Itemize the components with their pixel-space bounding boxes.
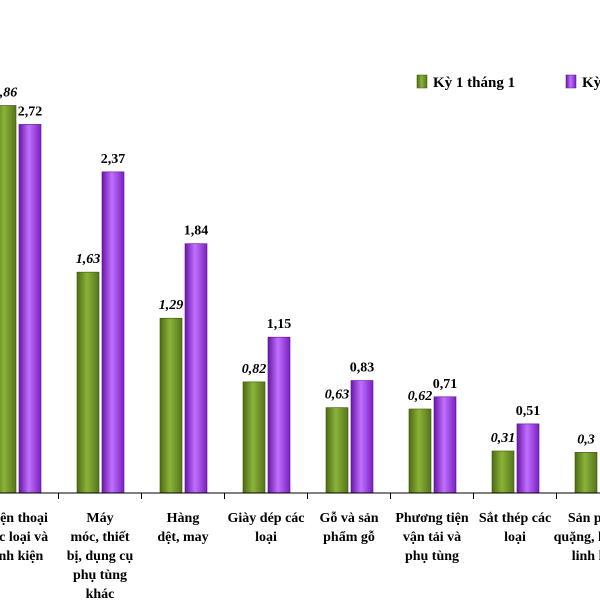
category-label-2-line-1: Máy [86, 511, 113, 526]
value-label-series1-cat3: 1,29 [159, 298, 184, 313]
value-label-series2-cat4: 1,15 [267, 317, 292, 332]
category-labels-layer: Điện thoại các loại và linh kiện Máy móc, th… [0, 510, 600, 600]
legend: Kỳ 1 tháng 1 Kỳ [416, 74, 600, 91]
value-label-series1-cat8: 0,3 [577, 432, 595, 447]
category-label-4-line-1: Giày dép các [228, 511, 305, 526]
category-label-6: Phương tiện vận tải và phụ tùng [395, 511, 469, 564]
bar-series1-cat8 [574, 452, 598, 494]
category-label-6-line-3: phụ tùng [405, 549, 459, 564]
category-label-3-line-1: Hàng [167, 511, 200, 526]
bar-series2-cat4 [267, 336, 291, 494]
value-label-series2-cat7: 0,51 [516, 404, 541, 419]
category-label-7-line-1: Sắt thép các [479, 511, 551, 526]
axis-layer [0, 492, 600, 499]
value-label-series1-cat2: 1,63 [76, 252, 101, 267]
category-label-5-line-2: phẩm gỗ [323, 529, 375, 545]
category-label-8-line-1: Sản phẩm [568, 511, 600, 526]
category-label-2: Máy móc, thiết bị, dụng cụ phụ tùng khác [67, 511, 134, 600]
bar-series1-cat6 [408, 408, 432, 494]
legend-swatch-series1 [416, 74, 428, 89]
category-label-3-line-2: dệt, may [157, 530, 208, 545]
category-label-6-line-2: vận tải và [403, 530, 461, 545]
bar-series1-cat2 [76, 271, 100, 494]
category-label-7: Sắt thép các loại [479, 511, 551, 545]
bar-series1-cat3 [159, 317, 183, 494]
bar-series2-cat1 [18, 124, 42, 494]
category-label-4-line-2: loại [255, 530, 277, 545]
value-label-series1-cat1: 2,86 [0, 85, 17, 100]
value-label-series2-cat6: 0,71 [433, 377, 458, 392]
category-label-1-line-3: linh kiện [0, 549, 43, 564]
category-label-2-line-2: móc, thiết [70, 530, 129, 545]
value-label-series1-cat5: 0,63 [325, 388, 350, 403]
category-label-6-line-1: Phương tiện [395, 511, 469, 526]
category-label-8: Sản phẩm quặng, khoáng linh kiện [554, 511, 600, 564]
bar-series2-cat2 [101, 171, 125, 494]
value-label-series1-cat4: 0,82 [242, 362, 267, 377]
bar-series2-cat5 [350, 380, 374, 494]
legend-label-series2: Kỳ [582, 75, 600, 91]
bar-series1-cat7 [491, 450, 515, 494]
category-label-2-line-3: bị, dụng cụ [67, 549, 134, 564]
value-label-series1-cat6: 0,62 [408, 389, 433, 404]
bar-series1-cat5 [325, 407, 349, 494]
category-label-1: Điện thoại các loại và linh kiện [0, 511, 48, 564]
category-label-5: Gỗ và sản phẩm gỗ [319, 510, 378, 545]
category-label-5-line-1: Gỗ và sản [319, 510, 378, 526]
bar-series2-cat3 [184, 243, 208, 494]
bars-layer [0, 105, 598, 494]
category-label-8-line-2: quặng, khoáng [554, 530, 600, 545]
bar-series2-cat6 [433, 396, 457, 494]
value-label-series2-cat2: 2,37 [101, 152, 126, 167]
category-label-4: Giày dép các loại [228, 511, 305, 545]
bar-series1-cat1 [0, 105, 17, 494]
value-label-series2-cat3: 1,84 [184, 224, 209, 239]
category-label-7-line-2: loại [504, 530, 526, 545]
bar-series2-cat7 [516, 423, 540, 494]
category-label-1-line-1: Điện thoại [0, 511, 48, 526]
legend-swatch-series2 [565, 74, 577, 89]
value-label-series1-cat7: 0,31 [491, 431, 516, 446]
value-labels-layer: 2,86 1,63 1,29 0,82 0,63 0,62 0,31 0,3 2,72 2,37 1… [0, 85, 595, 447]
value-label-series2-cat5: 0,83 [350, 361, 375, 376]
bar-series1-cat4 [242, 381, 266, 494]
category-label-8-line-3: linh kiện [572, 549, 600, 564]
category-label-2-line-5: khác [86, 587, 115, 600]
category-label-2-line-4: phụ tùng [73, 568, 127, 583]
value-label-series2-cat1: 2,72 [18, 104, 43, 119]
category-label-3: Hàng dệt, may [157, 511, 208, 545]
category-label-1-line-2: các loại và [0, 530, 48, 545]
legend-label-series1: Kỳ 1 tháng 1 [433, 75, 515, 91]
